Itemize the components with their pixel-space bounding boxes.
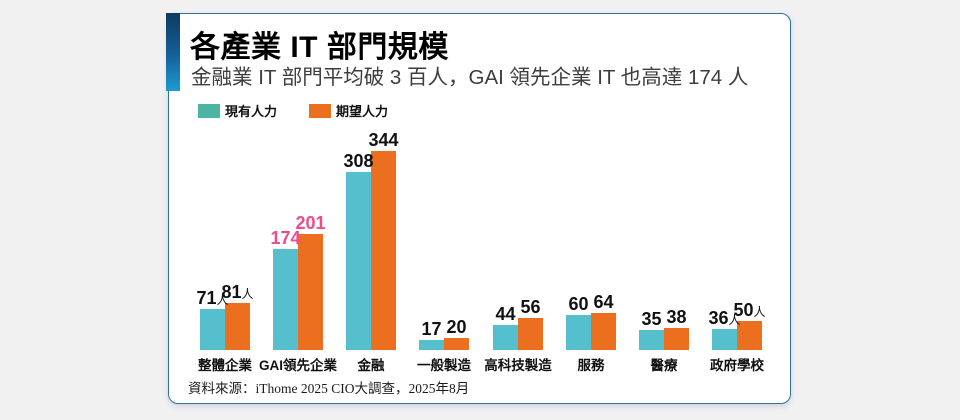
category-label: 醫療 — [650, 358, 678, 373]
bar-current — [493, 325, 518, 350]
bar-value-current: 44 — [495, 304, 516, 324]
legend-swatch-desired-icon — [309, 103, 332, 118]
chart-card: 各產業 IT 部門規模 金融業 IT 部門平均破 3 百人，GAI 領先企業 I… — [166, 13, 792, 405]
bar-desired — [225, 303, 250, 350]
bar-value-desired: 64 — [593, 292, 614, 312]
bar-current — [273, 249, 298, 350]
category-label: GAI領先企業 — [258, 358, 337, 373]
bar-value-desired: 201 — [295, 213, 326, 233]
bar-desired — [591, 313, 616, 350]
source-note: 資料來源：iThome 2025 CIO大調查，2025年8月 — [188, 381, 470, 396]
bar-value-desired: 20 — [446, 317, 467, 337]
bar-current — [200, 309, 225, 350]
bar-current — [419, 340, 444, 350]
chart-subtitle: 金融業 IT 部門平均破 3 百人，GAI 領先企業 IT 也高達 174 人 — [191, 66, 749, 89]
bar-current — [712, 329, 737, 350]
bar-value-desired: 38 — [666, 307, 687, 327]
bar-value-current: 36人 — [708, 308, 741, 328]
category-label: 服務 — [577, 358, 605, 373]
category-label: 政府學校 — [710, 358, 764, 373]
legend-swatch-current-icon — [198, 103, 220, 118]
category-label: 一般製造 — [417, 358, 471, 373]
unit-suffix: 人 — [728, 313, 741, 327]
legend-label-desired: 期望人力 — [336, 104, 389, 119]
chart-title: 各產業 IT 部門規模 — [190, 31, 449, 64]
bar-desired — [518, 318, 543, 350]
legend-item-current: 現有人力 — [198, 101, 277, 120]
bar-value-current: 71人 — [196, 288, 229, 308]
category-label: 金融 — [357, 358, 385, 373]
bar-value-desired: 56 — [520, 297, 541, 317]
bar-value-current: 60 — [568, 294, 589, 314]
unit-suffix: 人 — [216, 293, 229, 307]
bar-chart: 71人 81人整體企業 174 201 GAI領先企業 308 344 金融 17 20 一般製造 4… — [169, 14, 792, 405]
bar-current — [346, 172, 371, 350]
bar-current — [639, 330, 664, 350]
bar-value-desired: 50人 — [733, 300, 766, 320]
bar-value-current: 308 — [343, 151, 374, 171]
bar-desired — [737, 321, 762, 350]
category-label: 高科技製造 — [484, 358, 552, 373]
bar-desired — [371, 151, 396, 350]
bar-value-current: 35 — [641, 309, 662, 329]
bar-desired — [298, 234, 323, 350]
accent-bar — [166, 13, 180, 91]
legend-item-desired: 期望人力 — [309, 101, 388, 120]
bar-current — [566, 315, 591, 350]
bar-value-current: 17 — [421, 319, 442, 339]
bar-desired — [664, 328, 689, 350]
unit-suffix: 人 — [241, 287, 254, 301]
category-label: 整體企業 — [198, 358, 252, 373]
legend: 現有人力 期望人力 — [198, 101, 388, 120]
bar-desired — [444, 338, 469, 350]
bar-value-desired: 81人 — [221, 282, 254, 302]
bar-value-desired: 344 — [368, 130, 399, 150]
legend-label-current: 現有人力 — [225, 104, 278, 119]
unit-suffix: 人 — [753, 305, 766, 319]
bar-value-current: 174 — [270, 228, 301, 248]
